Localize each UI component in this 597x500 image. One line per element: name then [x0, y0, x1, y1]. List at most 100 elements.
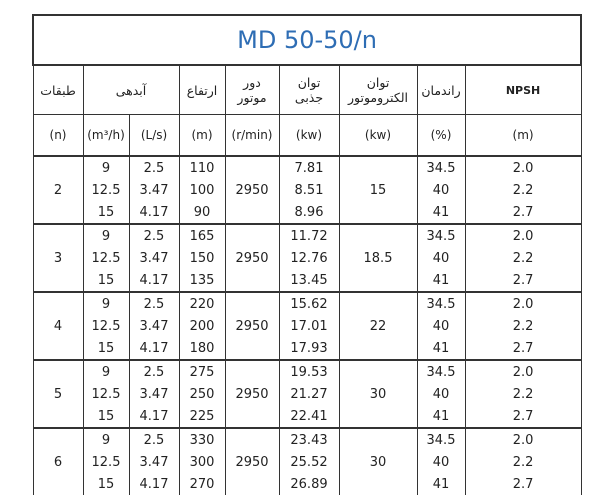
data-row: 12.5 3.47 200 17.01 40 2.2 [33, 315, 582, 337]
cell: 9 [82, 223, 130, 247]
data-row: 5 9 2.5 275 2950 19.53 30 34.5 2.0 [32, 359, 582, 428]
data-row: 12.5 3.47 250 21.27 40 2.2 [33, 383, 582, 405]
cell: 2.0 [464, 427, 582, 451]
motor-cell: 18.5 [338, 223, 418, 292]
data-row: 15 4.17 225 22.41 41 2.7 [33, 405, 582, 428]
cell: 2.7 [464, 269, 582, 292]
cell: 12.76 [278, 247, 340, 269]
column-header: توان جذبی [278, 64, 340, 115]
cell: 2.2 [464, 383, 582, 405]
cell: 41 [416, 473, 466, 495]
cell: 3.47 [128, 451, 180, 473]
cell: 9 [82, 155, 130, 179]
stage-cell: 2 [32, 155, 84, 224]
cell: 250 [178, 383, 226, 405]
cell: 2.0 [464, 359, 582, 383]
cell: 200 [178, 315, 226, 337]
cell: 2.5 [128, 359, 180, 383]
unit-header: (kw) [278, 114, 340, 157]
cell: 2.7 [464, 405, 582, 428]
cell: 165 [178, 223, 226, 247]
cell: 3.47 [128, 179, 180, 201]
cell-text: دور موتور [237, 75, 267, 105]
cell: 11.72 [278, 223, 340, 247]
cell: 12.5 [82, 179, 130, 201]
cell: 9 [82, 291, 130, 315]
column-header: راندمان [416, 64, 466, 115]
cell: 22.41 [278, 405, 340, 428]
data-row: 15 4.17 135 13.45 41 2.7 [33, 269, 582, 292]
cell: 15 [82, 269, 130, 292]
cell: 4.17 [128, 405, 180, 428]
stage-cell: 6 [32, 427, 84, 495]
cell: 15 [82, 337, 130, 360]
cell: 34.5 [416, 359, 466, 383]
cell: 12.5 [82, 247, 130, 269]
cell: 2.2 [464, 451, 582, 473]
data-row: 4 9 2.5 220 2950 15.62 22 34.5 2.0 [32, 291, 582, 360]
spec-table: MD 50-50/n طبقات آبدهی ارتفاع دور موتور توان … [31, 14, 583, 495]
cell: 17.01 [278, 315, 340, 337]
cell: 8.96 [278, 201, 340, 224]
cell: 19.53 [278, 359, 340, 383]
cell: 300 [178, 451, 226, 473]
data-row: 6 9 2.5 330 2950 23.43 30 34.5 2.0 [32, 427, 582, 495]
cell: 21.27 [278, 383, 340, 405]
unit-header: (L/s) [128, 114, 180, 157]
cell: 7.81 [278, 155, 340, 179]
column-header: ارتفاع [178, 64, 226, 115]
cell: 40 [416, 179, 466, 201]
cell: 270 [178, 473, 226, 495]
rpm-cell: 2950 [224, 155, 280, 224]
unit-header: (%) [416, 114, 466, 157]
cell: 12.5 [82, 451, 130, 473]
unit-header: (m) [464, 114, 582, 157]
cell: 40 [416, 315, 466, 337]
cell: 26.89 [278, 473, 340, 495]
cell: 2.2 [464, 179, 582, 201]
cell: 15.62 [278, 291, 340, 315]
cell: 2.7 [464, 201, 582, 224]
cell: 330 [178, 427, 226, 451]
cell: 225 [178, 405, 226, 428]
units-row: (n) (m³/h) (L/s) (m) (r/min) (kw) (kw) (%) (m) [32, 114, 582, 157]
cell: 9 [82, 427, 130, 451]
motor-cell: 22 [338, 291, 418, 360]
rpm-cell: 2950 [224, 359, 280, 428]
data-row: 2 9 2.5 110 2950 7.81 15 34.5 2.0 [32, 155, 582, 224]
cell: 41 [416, 201, 466, 224]
cell: 220 [178, 291, 226, 315]
rpm-cell: 2950 [224, 223, 280, 292]
unit-header: (r/min) [224, 114, 280, 157]
data-row: 12.5 3.47 100 8.51 40 2.2 [33, 179, 582, 201]
rpm-cell: 2950 [224, 427, 280, 495]
cell: 40 [416, 451, 466, 473]
data-row: 15 4.17 180 17.93 41 2.7 [33, 337, 582, 360]
cell: 12.5 [82, 315, 130, 337]
cell: 135 [178, 269, 226, 292]
cell: 4.17 [128, 269, 180, 292]
cell: 100 [178, 179, 226, 201]
cell: 3.47 [128, 315, 180, 337]
cell: 2.0 [464, 223, 582, 247]
column-header: توان الکتروموتور [338, 64, 418, 115]
cell: 41 [416, 337, 466, 360]
data-row: 3 9 2.5 165 2950 11.72 18.5 34.5 2.0 [32, 223, 582, 292]
cell: 2.5 [128, 223, 180, 247]
stage-cell: 5 [32, 359, 84, 428]
rpm-cell: 2950 [224, 291, 280, 360]
cell: 3.47 [128, 383, 180, 405]
cell: 17.93 [278, 337, 340, 360]
motor-cell: 30 [338, 359, 418, 428]
cell: 2.7 [464, 473, 582, 495]
cell: 4.17 [128, 473, 180, 495]
data-row: 15 4.17 270 26.89 41 2.7 [33, 473, 582, 495]
cell: 25.52 [278, 451, 340, 473]
unit-header: (m³/h) [82, 114, 130, 157]
cell: 15 [82, 473, 130, 495]
spec-table-container: MD 50-50/n طبقات آبدهی ارتفاع دور موتور توان … [31, 14, 583, 495]
unit-header: (m) [178, 114, 226, 157]
cell: 150 [178, 247, 226, 269]
data-row: 15 4.17 90 8.96 41 2.7 [33, 201, 582, 224]
cell: 15 [82, 201, 130, 224]
